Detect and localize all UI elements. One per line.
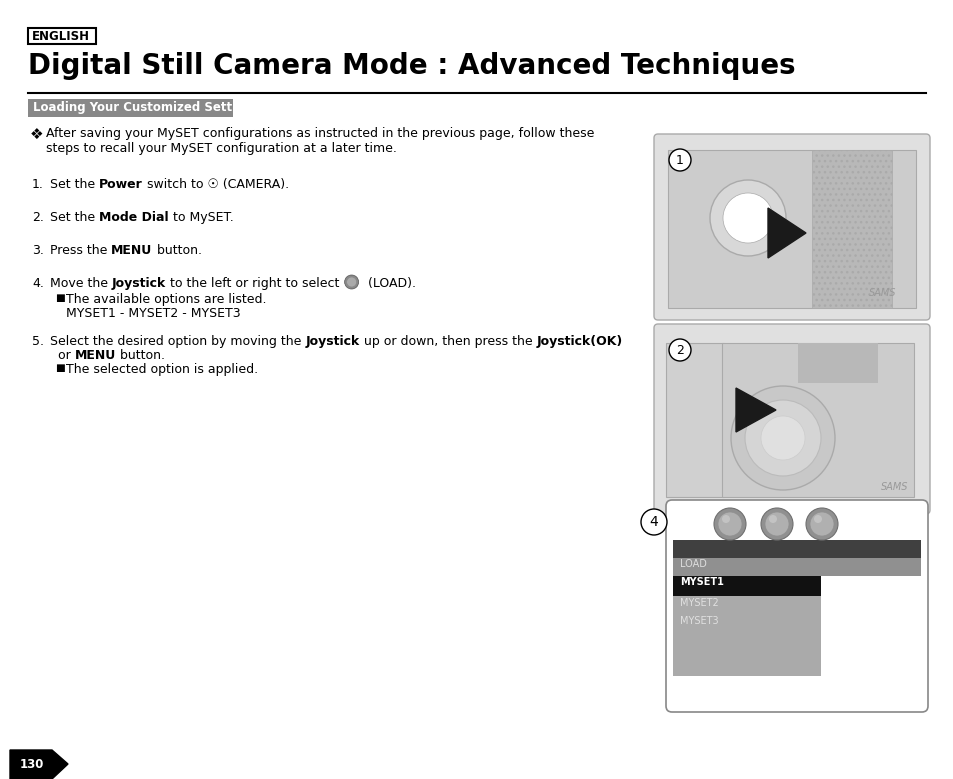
Bar [821,576,920,676]
Text: SAMS: SAMS [880,482,907,492]
Circle shape [713,508,745,540]
Text: 2: 2 [676,344,683,357]
Text: MENU: MENU [112,244,152,257]
Text: Set the: Set the [50,178,99,191]
Text: steps to recall your MySET configuration at a later time.: steps to recall your MySET configuration… [46,142,396,155]
Text: up or down, then press the: up or down, then press the [359,335,536,348]
Circle shape [805,508,837,540]
Text: ■: ■ [55,363,65,373]
Text: switch to ☉ (CAMERA).: switch to ☉ (CAMERA). [143,178,289,191]
Text: 4: 4 [649,515,658,529]
Text: button.: button. [116,349,165,362]
Text: MYSET1: MYSET1 [679,577,723,587]
Text: 1: 1 [676,153,683,167]
Bar [28,28,96,44]
Text: 2.: 2. [32,211,44,224]
FancyBboxPatch shape [654,134,929,320]
Text: Power: Power [99,178,143,191]
Circle shape [809,512,833,536]
Polygon shape [735,388,775,432]
Text: ❖: ❖ [30,127,44,142]
Bar [667,150,915,308]
Circle shape [760,508,792,540]
Text: Joystick(OK): Joystick(OK) [536,335,622,348]
Text: button.: button. [152,244,201,257]
Text: 3.: 3. [32,244,44,257]
Circle shape [668,339,690,361]
Bar [28,99,233,117]
Text: (LOAD).: (LOAD). [363,277,416,290]
Text: 4.: 4. [32,277,44,290]
Text: Loading Your Customized Settings: Loading Your Customized Settings [33,101,259,114]
Circle shape [730,386,834,490]
Text: MENU: MENU [74,349,116,362]
Text: Mode Dial: Mode Dial [99,211,169,224]
Text: to MySET.: to MySET. [169,211,233,224]
Circle shape [768,515,776,523]
Text: MYSET1 - MYSET2 - MYSET3: MYSET1 - MYSET2 - MYSET3 [66,307,240,320]
Bar [672,576,821,596]
Circle shape [344,275,358,289]
FancyBboxPatch shape [665,500,927,712]
Circle shape [668,149,690,171]
Text: 130: 130 [20,757,45,770]
Text: LOAD: LOAD [679,559,706,569]
Polygon shape [10,750,68,779]
Text: Select the desired option by moving the: Select the desired option by moving the [50,335,305,348]
Bar [665,343,723,497]
Text: The selected option is applied.: The selected option is applied. [66,363,258,376]
Polygon shape [767,208,805,258]
Circle shape [718,512,741,536]
Bar [672,558,920,576]
Circle shape [722,193,772,243]
Text: MYSET3: MYSET3 [679,616,718,626]
Bar [811,150,891,308]
Text: The available options are listed.: The available options are listed. [66,293,266,306]
Text: SAMS: SAMS [867,288,895,298]
Circle shape [813,515,821,523]
Circle shape [640,509,666,535]
Bar [721,343,913,497]
Text: Joystick: Joystick [305,335,359,348]
Circle shape [709,180,785,256]
Text: 1.: 1. [32,178,44,191]
Text: After saving your MySET configurations as instructed in the previous page, follo: After saving your MySET configurations a… [46,127,594,140]
Circle shape [721,515,729,523]
Text: Press the: Press the [50,244,112,257]
FancyBboxPatch shape [654,324,929,514]
Text: 5.: 5. [32,335,44,348]
Text: Digital Still Camera Mode : Advanced Techniques: Digital Still Camera Mode : Advanced Tec… [28,52,795,80]
Bar [672,576,821,676]
Text: ENGLISH: ENGLISH [32,30,90,43]
Text: MYSET2: MYSET2 [679,598,718,608]
Text: ■: ■ [55,293,65,303]
Text: Set the: Set the [50,211,99,224]
Text: or: or [58,349,74,362]
Circle shape [764,512,788,536]
Text: Move the: Move the [50,277,112,290]
Bar [797,343,877,383]
Circle shape [744,400,821,476]
Text: Joystick: Joystick [112,277,166,290]
Circle shape [346,277,356,287]
Circle shape [760,416,804,460]
Text: to the left or right to select: to the left or right to select [166,277,343,290]
Bar [672,540,920,558]
